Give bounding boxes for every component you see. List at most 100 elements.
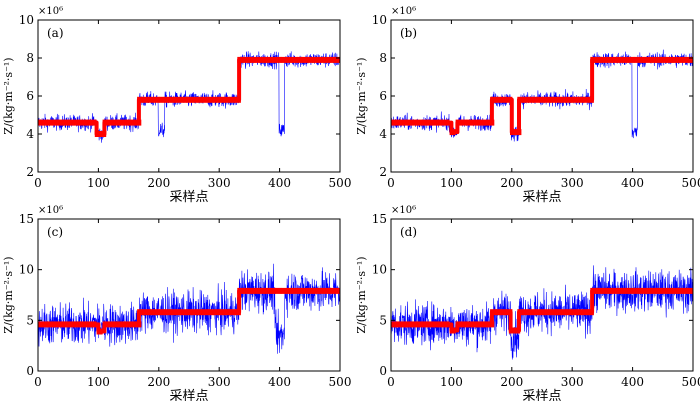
step-estimate-marker [253, 56, 260, 63]
step-estimate-marker [213, 96, 220, 103]
x-axis-label: 采样点 [522, 389, 561, 401]
y-exponent-label: ×10⁶ [391, 6, 416, 17]
y-tick-label: 4 [26, 127, 34, 141]
step-estimate-marker [506, 309, 513, 316]
panel-label: (d) [400, 225, 417, 239]
step-estimate-marker [443, 321, 450, 328]
step-estimate-marker [628, 56, 635, 63]
panel-label: (b) [400, 26, 417, 40]
step-estimate-marker [432, 321, 439, 328]
step-estimate-marker [41, 321, 48, 328]
step-estimate-marker [164, 96, 171, 103]
y-tick-label: 8 [26, 51, 34, 65]
x-tick-label: 300 [208, 176, 231, 190]
y-tick-label: 15 [19, 212, 34, 226]
step-estimate-marker [582, 96, 589, 103]
step-estimate-marker [517, 309, 524, 316]
step-estimate-marker [506, 96, 513, 103]
step-estimate-marker [515, 129, 522, 136]
step-estimate-marker [102, 321, 109, 328]
axes-frame [37, 19, 341, 173]
step-estimate-marker [96, 328, 103, 335]
raw-signal-line [391, 49, 693, 142]
step-estimate-marker [119, 321, 125, 328]
step-estimate-marker [202, 96, 209, 103]
axes-frame [390, 19, 694, 173]
step-estimate-marker [623, 287, 629, 294]
step-estimate-marker [514, 327, 521, 334]
step-estimate-marker [79, 119, 86, 126]
step-estimate-marker [455, 119, 462, 126]
step-estimate-marker [394, 119, 401, 126]
step-estimate-marker [52, 321, 59, 328]
step-estimate-marker [490, 309, 497, 316]
step-estimate-marker [533, 309, 540, 316]
step-estimate-marker [577, 96, 584, 103]
step-estimate-marker [411, 321, 417, 328]
axes-frame [390, 218, 694, 372]
step-estimate-marker [318, 56, 325, 63]
step-estimate-marker [495, 96, 502, 103]
step-estimate-marker [270, 56, 276, 63]
step-estimate-marker [644, 287, 651, 294]
step-estimate-marker [449, 327, 456, 334]
step-estimate-marker [207, 96, 214, 103]
step-estimate-marker [500, 309, 507, 316]
step-estimate-marker [617, 56, 624, 63]
step-estimate-marker [688, 56, 693, 63]
step-estimate-marker [671, 56, 678, 63]
step-estimate-marker [191, 309, 198, 316]
step-estimate-marker [500, 96, 507, 103]
step-estimate-marker [601, 56, 608, 63]
step-estimate-marker [477, 119, 484, 126]
step-estimate-marker [405, 119, 412, 126]
step-estimate-marker [666, 287, 673, 294]
x-tick-label: 100 [87, 375, 110, 389]
step-estimate-marker [488, 119, 495, 126]
step-estimate-marker [391, 119, 396, 126]
step-estimate-marker [391, 321, 396, 328]
step-estimate-marker [124, 119, 131, 126]
x-tick-label: 300 [561, 176, 584, 190]
step-estimate-marker [259, 287, 266, 294]
step-estimate-marker [153, 96, 160, 103]
step-estimate-marker [85, 321, 92, 328]
step-estimate-marker [218, 96, 225, 103]
step-estimate-marker [68, 119, 75, 126]
step-estimate-marker [472, 119, 478, 126]
x-tick-label: 0 [34, 176, 42, 190]
step-estimate-marker [313, 56, 320, 63]
x-tick-label: 500 [329, 176, 352, 190]
y-tick-label: 6 [26, 89, 34, 103]
step-estimate-marker [280, 56, 287, 63]
step-estimate-marker [495, 309, 502, 316]
y-axis-label: Z/(kg·m⁻²·s⁻¹) [355, 256, 368, 333]
step-estimate-marker [169, 96, 176, 103]
step-estimate-marker [421, 119, 428, 126]
step-estimate-marker [682, 56, 689, 63]
y-axis-label: Z/(kg·m⁻²·s⁻¹) [355, 57, 368, 134]
step-estimate-marker [175, 96, 182, 103]
step-estimate-marker [259, 56, 266, 63]
raw-signal-line [38, 263, 340, 354]
step-estimate-marker [129, 321, 136, 328]
y-tick-label: 5 [379, 313, 387, 327]
step-estimate-marker [234, 309, 241, 316]
step-estimate-marker [606, 287, 613, 294]
y-tick-label: 15 [372, 212, 387, 226]
step-estimate-marker [411, 119, 417, 126]
step-estimate-marker [234, 96, 241, 103]
step-estimate-marker [466, 119, 473, 126]
step-estimate-marker [308, 56, 314, 63]
step-estimate-marker [58, 321, 64, 328]
step-estimate-marker [490, 96, 497, 103]
step-estimate-marker [644, 56, 651, 63]
x-tick-label: 500 [329, 375, 352, 389]
step-estimate-marker [180, 96, 187, 103]
step-estimate-marker [661, 56, 667, 63]
step-estimate-marker [461, 119, 468, 126]
step-estimate-marker [85, 119, 92, 126]
step-estimate-marker [555, 309, 562, 316]
step-estimate-marker [58, 119, 64, 126]
step-estimate-marker [443, 119, 450, 126]
